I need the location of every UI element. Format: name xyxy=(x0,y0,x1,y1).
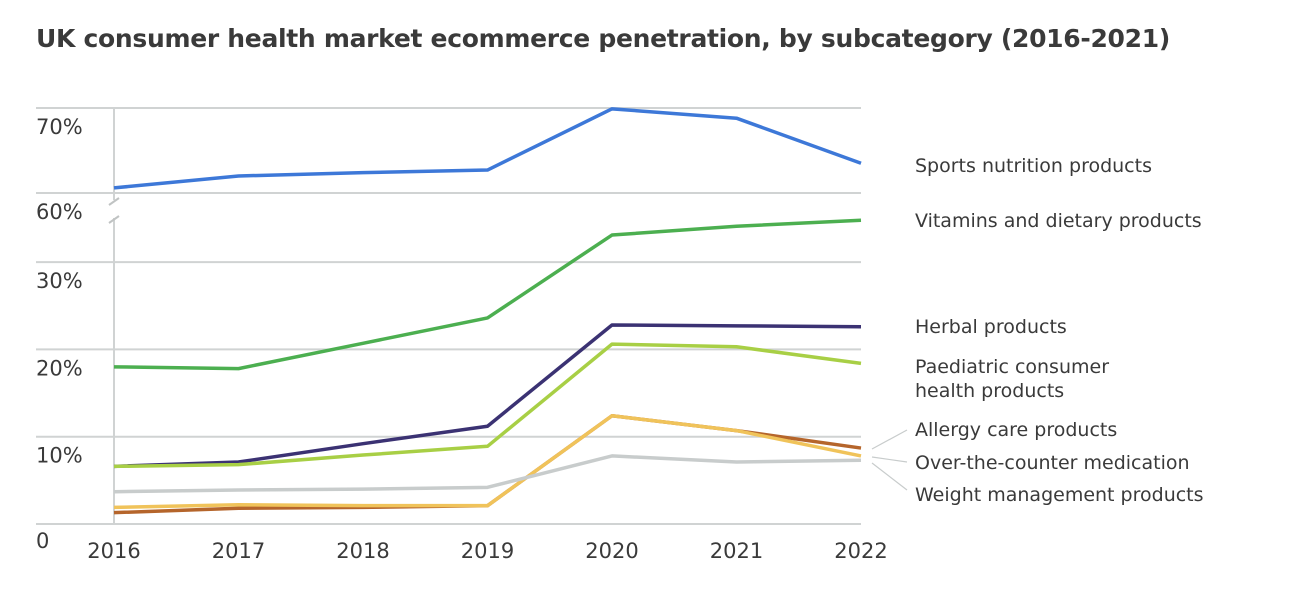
y-tick-label: 20% xyxy=(36,356,83,380)
y-tick-label: 70% xyxy=(36,115,83,139)
series-line xyxy=(113,342,862,469)
legend-label: Paediatric consumer xyxy=(915,356,1109,378)
x-tick-label: 2022 xyxy=(834,539,887,563)
legend-connector xyxy=(871,462,908,491)
axis-break-mark xyxy=(108,215,120,224)
legend-label: Allergy care products xyxy=(915,419,1117,441)
legend-label: Vitamins and dietary products xyxy=(915,210,1202,232)
legend-connector xyxy=(871,429,908,450)
legend-label: health products xyxy=(915,380,1064,402)
series-line xyxy=(113,413,862,510)
x-tick-label: 2017 xyxy=(212,539,265,563)
series-line xyxy=(113,454,862,494)
y-tick-label: 60% xyxy=(36,200,83,224)
x-tick-label: 2016 xyxy=(87,539,140,563)
series-line xyxy=(113,323,862,469)
axis-break-mark xyxy=(108,197,120,206)
legend-label: Herbal products xyxy=(915,316,1067,338)
y-tick-label: 30% xyxy=(36,269,83,293)
chart-title: UK consumer health market ecommerce pene… xyxy=(36,24,1170,53)
x-tick-label: 2020 xyxy=(585,539,638,563)
x-tick-label: 2018 xyxy=(336,539,389,563)
y-tick-label: 10% xyxy=(36,444,83,468)
legend-label: Weight management products xyxy=(915,484,1204,506)
legend-label: Sports nutrition products xyxy=(915,155,1152,177)
series-line xyxy=(113,107,862,190)
legend-connector xyxy=(871,456,908,463)
x-tick-label: 2021 xyxy=(710,539,763,563)
series-line xyxy=(113,218,862,371)
x-tick-label: 2019 xyxy=(461,539,514,563)
y-tick-label: 0 xyxy=(36,529,49,553)
legend-label: Over-the-counter medication xyxy=(915,452,1190,474)
